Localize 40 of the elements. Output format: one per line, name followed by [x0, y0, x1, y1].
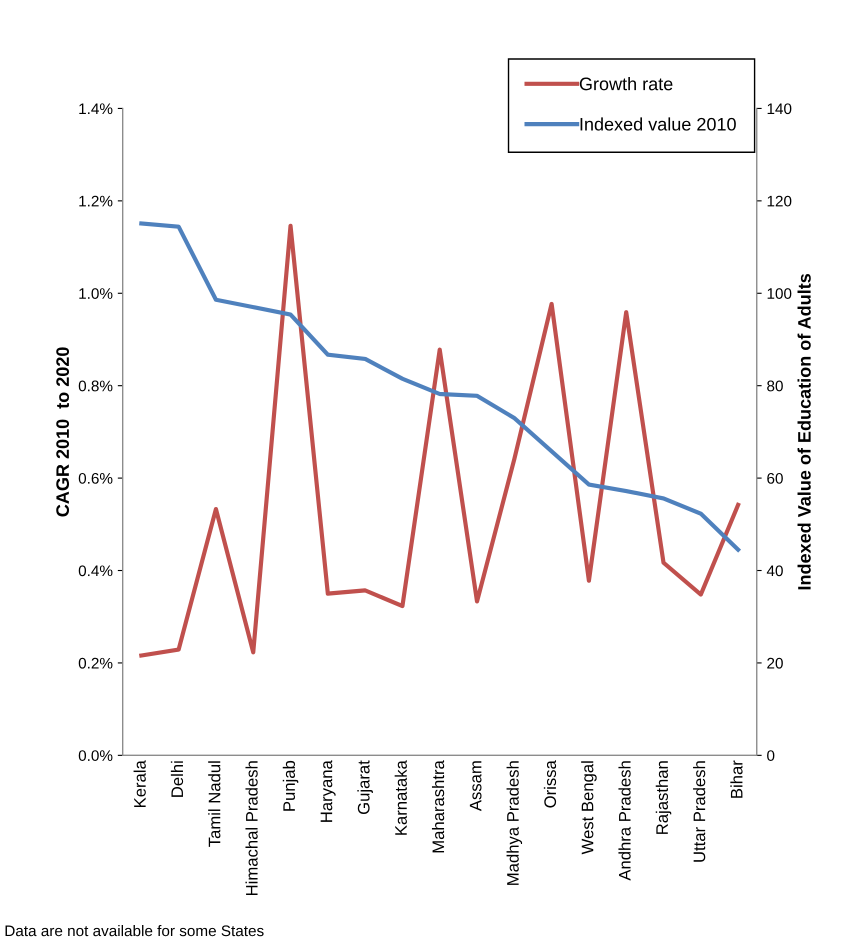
- y2-tick-label: 40: [766, 565, 783, 576]
- x-tick-label: Delhi: [170, 761, 184, 797]
- x-tick-label: Orissa: [544, 760, 556, 808]
- x-tick-label: Andhra Pradesh: [618, 761, 631, 881]
- x-tick-label: Gujarat: [357, 760, 373, 814]
- y2-tick-label: 100: [768, 288, 792, 299]
- y-tick-label: 1.2%: [79, 196, 112, 206]
- line-series: [139, 224, 740, 658]
- line-series: [139, 221, 740, 552]
- x-tick-label: Punjab: [282, 760, 298, 811]
- x-tick-label: Himachal Pradesh: [245, 761, 258, 896]
- x-tick-label: West Bengal: [581, 761, 597, 854]
- y2-tick-label: 140: [768, 103, 792, 114]
- y-axis-title: CAGR 2010 to 2020: [56, 347, 70, 516]
- legend-label: Growth rate: [580, 77, 672, 90]
- text: Data are not available for some States: [6, 924, 264, 936]
- y-tick-label: 1.4%: [79, 103, 112, 114]
- x-tick-label: Assam: [470, 761, 482, 812]
- x-tick-label: Madhya Pradesh: [506, 761, 522, 885]
- y2-tick-label: 60: [767, 472, 783, 484]
- y-tick-label: 0.6%: [78, 472, 112, 484]
- y-tick-label: 0.8%: [78, 380, 112, 392]
- y-tick-label: 1.0%: [79, 288, 112, 299]
- y2-tick-label: 80: [767, 380, 783, 392]
- y-tick-label: 0.0%: [78, 750, 112, 762]
- legend-label: Indexed value 2010: [580, 117, 736, 131]
- y2-tick-label: 20: [767, 658, 783, 669]
- x-tick-label: Tamil Nadul: [208, 761, 220, 847]
- x-tick-label: Uttar Pradesh: [693, 761, 706, 862]
- y2-axis-title: Indexed Value of Education of Adults: [798, 274, 811, 590]
- x-tick-label: Bihar: [730, 760, 743, 798]
- y2-tick-label: 0: [767, 750, 774, 762]
- x-tick-label: Haryana: [320, 760, 336, 822]
- y-tick-label: 0.4%: [78, 565, 112, 576]
- x-tick-label: Karnataka: [394, 760, 407, 835]
- x-tick-label: Rajasthan: [656, 761, 672, 834]
- x-tick-label: Kerala: [134, 760, 146, 808]
- y-tick-label: 0.2%: [78, 658, 112, 669]
- x-tick-label: Maharashtra: [432, 760, 444, 852]
- y2-tick-label: 120: [768, 196, 792, 207]
